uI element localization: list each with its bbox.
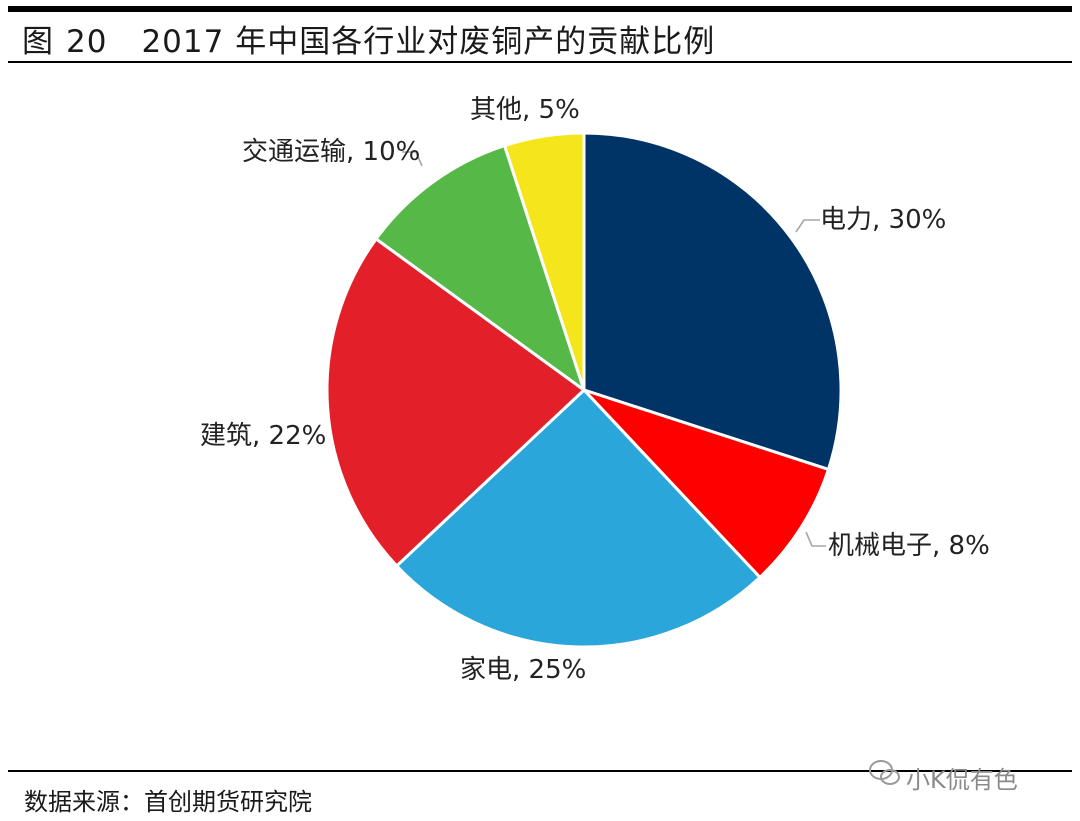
data-label-0: 电力, 30% xyxy=(820,205,946,235)
leader-line-0 xyxy=(795,219,820,233)
data-label-5: 其他, 5% xyxy=(470,95,580,125)
pie-slice-3 xyxy=(325,237,586,568)
pie-slice-4 xyxy=(374,144,586,392)
figure-title: 图 20 2017 年中国各行业对废铜产的贡献比例 xyxy=(22,16,715,61)
data-label-4: 交通运输, 10% xyxy=(242,137,420,167)
figure-number: 20 xyxy=(66,24,108,60)
pie-slice-0 xyxy=(582,131,843,471)
top-rule xyxy=(8,6,1072,12)
leader-line-4 xyxy=(402,151,423,167)
source-note: 数据来源：首创期货研究院 xyxy=(24,788,312,816)
leader-line-1 xyxy=(805,531,826,547)
data-label-2: 家电, 25% xyxy=(460,655,586,685)
pie-slice-5 xyxy=(503,131,586,392)
pie-slice-1 xyxy=(582,388,830,579)
watermark-text: 小K侃有色 xyxy=(906,766,1018,794)
wechat-icon xyxy=(869,760,900,785)
pie-slice-2 xyxy=(395,388,762,649)
data-label-3: 建筑, 22% xyxy=(200,421,326,451)
chart-title: 2017 年中国各行业对废铜产的贡献比例 xyxy=(141,24,716,60)
data-label-1: 机械电子, 8% xyxy=(828,531,990,561)
title-rule xyxy=(8,61,1072,63)
footer-rule xyxy=(8,770,1072,772)
figure-prefix: 图 xyxy=(22,24,54,60)
